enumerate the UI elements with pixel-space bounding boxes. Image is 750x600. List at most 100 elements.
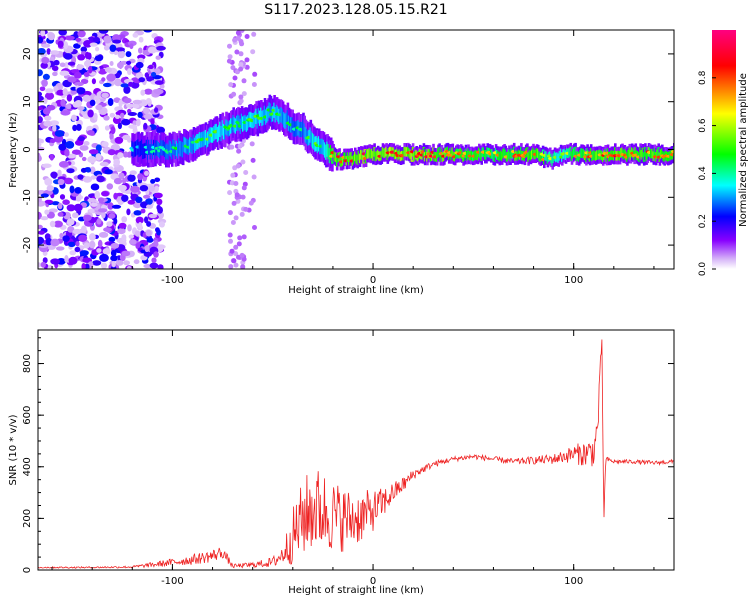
noise-blob [91,78,96,85]
noise-blob [74,187,82,194]
noise-blob [112,39,122,44]
noise-blob [62,199,70,205]
noise-blob [62,88,68,96]
x-tick-label: 100 [564,576,583,587]
noise-blob [135,118,141,127]
noise-blob [135,61,144,69]
noise-blob [59,194,66,200]
noise-blob [138,36,144,43]
noise-blob [65,35,75,41]
noise-blob [148,185,156,192]
noise-blob [108,236,116,243]
noise-blob [154,185,160,193]
noise-blob [77,106,85,111]
noise-blob [241,234,247,240]
noise-blob [227,190,233,196]
noise-blob [101,141,109,148]
snr-frame [37,329,675,571]
noise-blob [101,210,106,219]
noise-blob [41,79,48,87]
noise-blob [238,66,244,72]
noise-blob [148,64,154,70]
noise-blob [227,54,233,60]
spectrogram-y-label: Frequency (Hz) [8,112,19,188]
noise-blob [41,43,51,48]
noise-blob [89,233,96,241]
noise-blob [150,118,155,125]
noise-blob [118,222,127,229]
noise-blob [83,141,90,146]
noise-blob [83,214,92,221]
colorbar-label: Normalized spectral amplitude [738,73,749,227]
noise-blob [74,246,81,253]
noise-blob [85,168,92,173]
noise-blob [252,225,257,230]
noise-blob [153,88,164,95]
noise-blob [230,172,236,178]
noise-blob [231,91,237,97]
noise-blob [155,55,161,60]
noise-blob [118,184,127,192]
noise-blob [126,60,132,65]
noise-blob [241,78,247,84]
noise-blob [231,200,237,206]
noise-blob [113,158,121,166]
noise-blob [97,208,108,213]
noise-blob [57,212,64,217]
noise-blob [72,212,79,219]
noise-blob [38,48,46,55]
noise-blob [110,126,116,135]
noise-blob [89,240,96,249]
noise-blob [76,123,82,131]
noise-blob [228,238,233,244]
colorbar-gradient [712,30,736,269]
x-tick-label: 100 [564,275,583,286]
noise-blob [128,81,134,87]
noise-blob [64,254,69,263]
ridge-peak [671,150,674,154]
noise-blob [159,84,165,89]
noise-blob [114,114,121,119]
noise-blob [107,149,116,156]
noise-blob [77,136,86,142]
noise-blob [81,225,87,234]
snr-x-label: Height of straight line (km) [288,585,424,596]
noise-blob [120,83,129,88]
y-tick-label: 200 [22,509,33,528]
noise-blob [109,61,114,66]
noise-blob [240,159,246,165]
noise-blob [57,202,63,210]
noise-blob [106,183,114,190]
noise-blob [77,30,86,38]
noise-blob [113,217,118,225]
noise-blob [153,240,159,248]
noise-blob [44,115,52,121]
noise-blob [103,45,110,51]
noise-blob [139,185,149,192]
noise-blob [228,264,234,269]
noise-blob [103,82,112,88]
noise-blob [146,198,153,205]
noise-blob [121,194,129,202]
noise-blob [47,32,56,41]
noise-blob [110,249,117,257]
noise-blob [66,218,75,226]
noise-blob [111,260,116,268]
noise-blob [81,263,86,269]
noise-blob [83,72,90,77]
noise-blob [74,139,84,146]
noise-blob [234,192,240,198]
noise-blob [117,50,126,59]
noise-blob [118,172,125,180]
noise-blob [52,124,57,132]
noise-blob [57,169,62,176]
ridge-band [656,149,659,160]
noise-blob [134,230,141,237]
noise-blob [59,232,64,239]
noise-blob [82,94,91,103]
noise-blob [42,107,51,115]
noise-blob [87,198,97,203]
noise-blob [143,122,148,130]
noise-blob [104,125,110,131]
noise-blob [241,185,247,191]
